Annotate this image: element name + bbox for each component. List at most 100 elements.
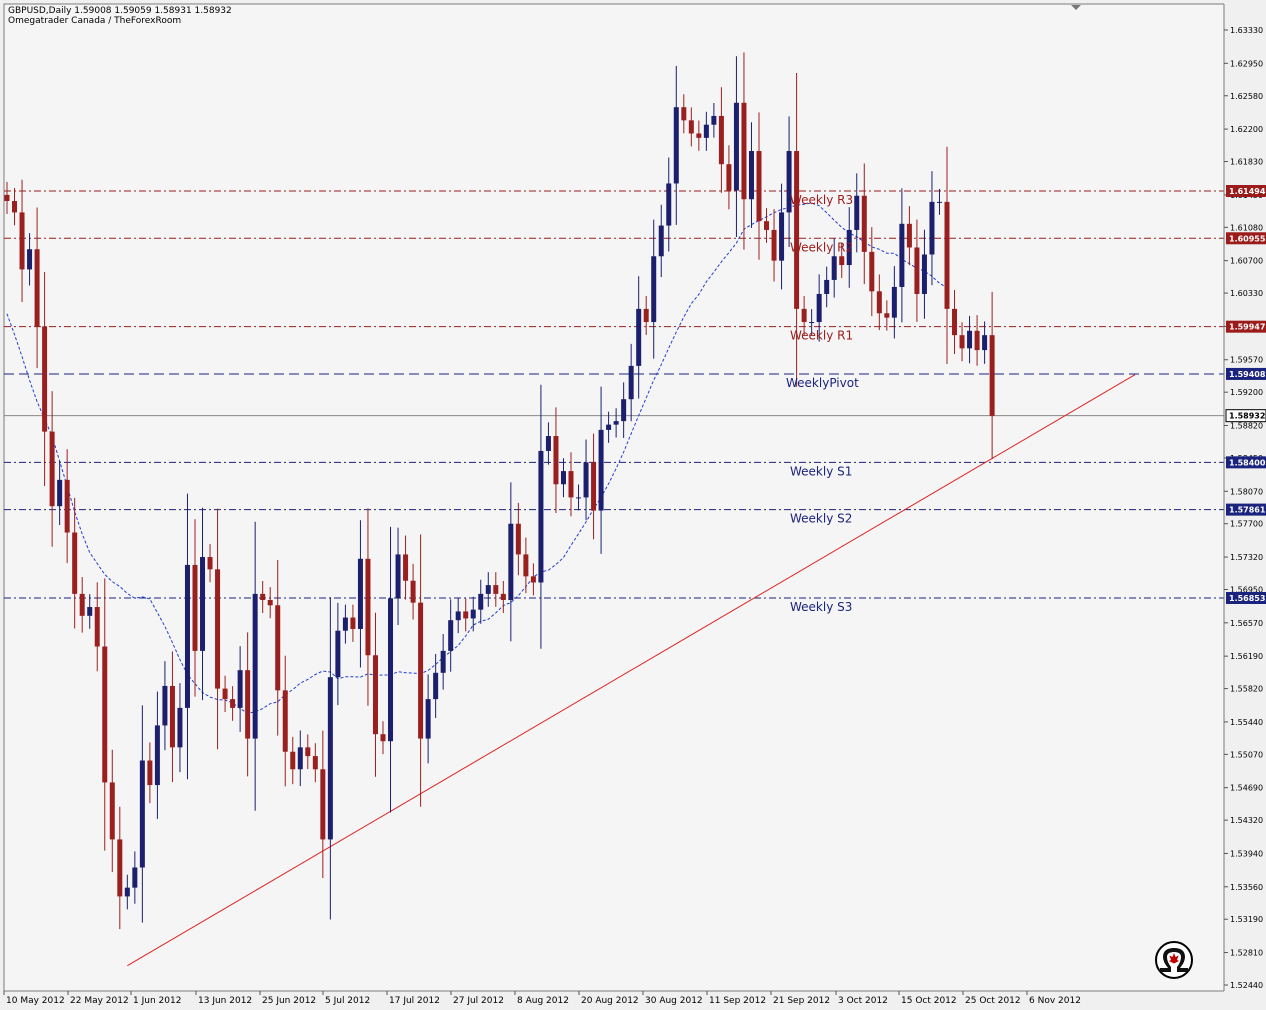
candle-body (403, 554, 409, 581)
trendline (127, 374, 1136, 967)
candle-body (764, 221, 770, 230)
y-tick-label: 1.63330 (1230, 26, 1263, 35)
y-tick-label: 1.61080 (1230, 223, 1263, 232)
candle-body (824, 279, 830, 294)
x-tick-label: 25 Oct 2012 (965, 996, 1021, 1006)
candle-body (252, 593, 258, 739)
x-tick-label: 1 Jun 2012 (133, 996, 181, 1006)
y-tick-label: 1.56570 (1230, 619, 1263, 628)
price-tag-5 (1226, 503, 1266, 516)
y-tick-label: 1.53940 (1230, 849, 1263, 858)
y-tick-label: 1.56190 (1230, 652, 1263, 661)
level-label-4: Weekly S1 (790, 464, 852, 478)
price-tag-2 (1226, 320, 1266, 333)
candle-body (245, 670, 251, 739)
candle-body (184, 564, 190, 708)
candle-body (27, 249, 33, 270)
candle-body (19, 212, 25, 270)
candle-body (530, 576, 536, 583)
candle-body (952, 308, 958, 336)
candle-body (57, 479, 63, 507)
candle-body (72, 532, 78, 594)
y-tick-label: 1.58070 (1230, 487, 1263, 496)
candle-body (613, 421, 619, 425)
candle-body (591, 462, 597, 511)
y-tick-label: 1.54320 (1230, 816, 1263, 825)
candle-body (87, 607, 93, 616)
price-tag-4 (1226, 456, 1266, 469)
price-tag-label-6: 1.56853 (1229, 594, 1265, 603)
candle-body (891, 286, 897, 318)
candle-body (410, 580, 416, 603)
candle-body (598, 429, 604, 511)
candle-body (982, 335, 988, 351)
candle-body (861, 195, 867, 252)
candle-body (651, 256, 657, 323)
level-label-3: WeeklyPivot (786, 376, 859, 390)
candle-body (876, 291, 882, 314)
level-label-6: Weekly S3 (790, 600, 852, 614)
candle-body (154, 725, 160, 786)
y-tick-label: 1.53190 (1230, 915, 1263, 924)
candle-body (395, 554, 401, 599)
candle-body (673, 107, 679, 184)
price-tag-label-3: 1.59408 (1229, 370, 1266, 379)
x-tick-label: 15 Oct 2012 (901, 996, 957, 1006)
candle-body (215, 569, 221, 689)
price-tag-6 (1226, 592, 1266, 605)
y-tick-label: 1.56950 (1230, 585, 1263, 594)
x-tick-label: 6 Nov 2012 (1029, 996, 1081, 1006)
candle-body (809, 322, 815, 324)
candle-body (771, 229, 777, 261)
candle-body (162, 685, 168, 726)
candle-body (696, 133, 702, 138)
candle-body (545, 436, 551, 451)
plot-area (3, 3, 1225, 992)
current-price-tag-label: 1.58932 (1229, 412, 1265, 421)
candle-body (515, 523, 521, 555)
candle-body (327, 677, 333, 840)
chart-header: GBPUSD,Daily 1.59008 1.59059 1.58931 1.5… (8, 6, 232, 26)
x-tick-label: 20 Aug 2012 (581, 996, 639, 1006)
candle-body (839, 256, 845, 266)
candle-body (621, 399, 627, 422)
candle-body (884, 313, 890, 318)
omega-maple-leaf-icon (1154, 940, 1194, 980)
candle-body (222, 688, 228, 700)
candle-body (4, 194, 10, 202)
x-tick-label: 10 May 2012 (6, 996, 65, 1006)
candle-body (959, 335, 965, 349)
candle-body (801, 308, 807, 323)
candle-body (936, 201, 942, 203)
candle-body (320, 769, 326, 840)
candle-body (711, 115, 717, 125)
y-tick-label: 1.57700 (1230, 520, 1263, 529)
candle-body (500, 593, 506, 601)
candle-body (94, 607, 100, 647)
candle-body (703, 124, 709, 138)
candle-body (726, 164, 732, 191)
price-tag-label-0: 1.61494 (1229, 187, 1266, 196)
candle-body (297, 747, 303, 770)
candle-body (350, 617, 356, 629)
current-price-tag (1225, 409, 1266, 423)
price-tag-0 (1226, 185, 1266, 198)
y-tick-label: 1.58820 (1230, 422, 1263, 431)
candle-body (388, 598, 394, 742)
x-tick-label: 30 Aug 2012 (645, 996, 703, 1006)
y-tick-label: 1.52440 (1230, 981, 1263, 990)
candle-body (230, 699, 236, 708)
candle-body (553, 436, 559, 485)
y-tick-label: 1.52810 (1230, 949, 1263, 958)
level-label-5: Weekly S2 (790, 512, 852, 526)
candle-body (636, 308, 642, 366)
candle-body (666, 183, 672, 226)
candle-body (425, 699, 431, 739)
price-tag-label-1: 1.60955 (1229, 234, 1266, 243)
candle-body (380, 734, 386, 742)
candle-body (117, 839, 123, 897)
candle-body (335, 630, 341, 678)
candle-body (688, 120, 694, 134)
y-tick-label: 1.55820 (1230, 685, 1263, 694)
